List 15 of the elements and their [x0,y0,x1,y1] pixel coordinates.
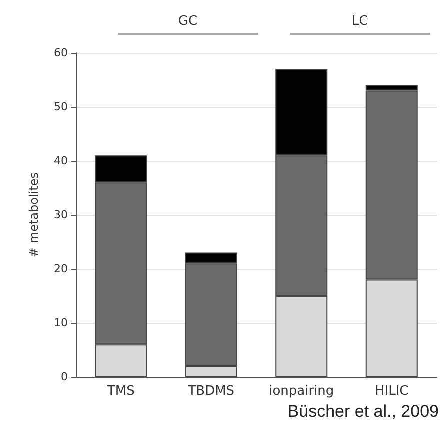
y-tick-label: 40 [54,154,68,168]
y-tick-label: 30 [54,208,68,222]
x-tick-label: HILIC [374,384,409,399]
y-tick-label: 50 [54,100,68,114]
y-tick-label: 10 [54,316,68,330]
y-tick-label: 60 [54,46,68,60]
text: GC [177,14,199,29]
y-tick-label: 0 [61,370,68,384]
x-tick-label: ionpairing [269,384,334,399]
y-axis-title: # metabolites [27,172,41,258]
text: LC [350,14,370,29]
text: Büscher et al., 2009 [288,402,439,422]
y-tick-label: 20 [54,262,68,276]
x-tick-label: TBDMS [187,384,235,399]
x-tick-label: TMS [106,384,135,399]
